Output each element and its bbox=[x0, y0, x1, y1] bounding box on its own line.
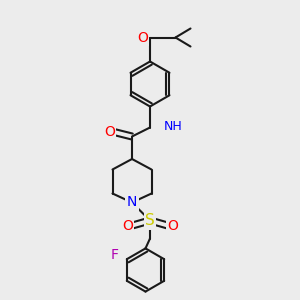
Text: NH: NH bbox=[164, 119, 182, 133]
Text: O: O bbox=[104, 125, 115, 139]
Text: O: O bbox=[167, 219, 178, 232]
Text: N: N bbox=[127, 196, 137, 209]
Text: F: F bbox=[111, 248, 119, 262]
Text: O: O bbox=[137, 31, 148, 44]
Text: S: S bbox=[145, 213, 155, 228]
Text: O: O bbox=[122, 219, 133, 232]
